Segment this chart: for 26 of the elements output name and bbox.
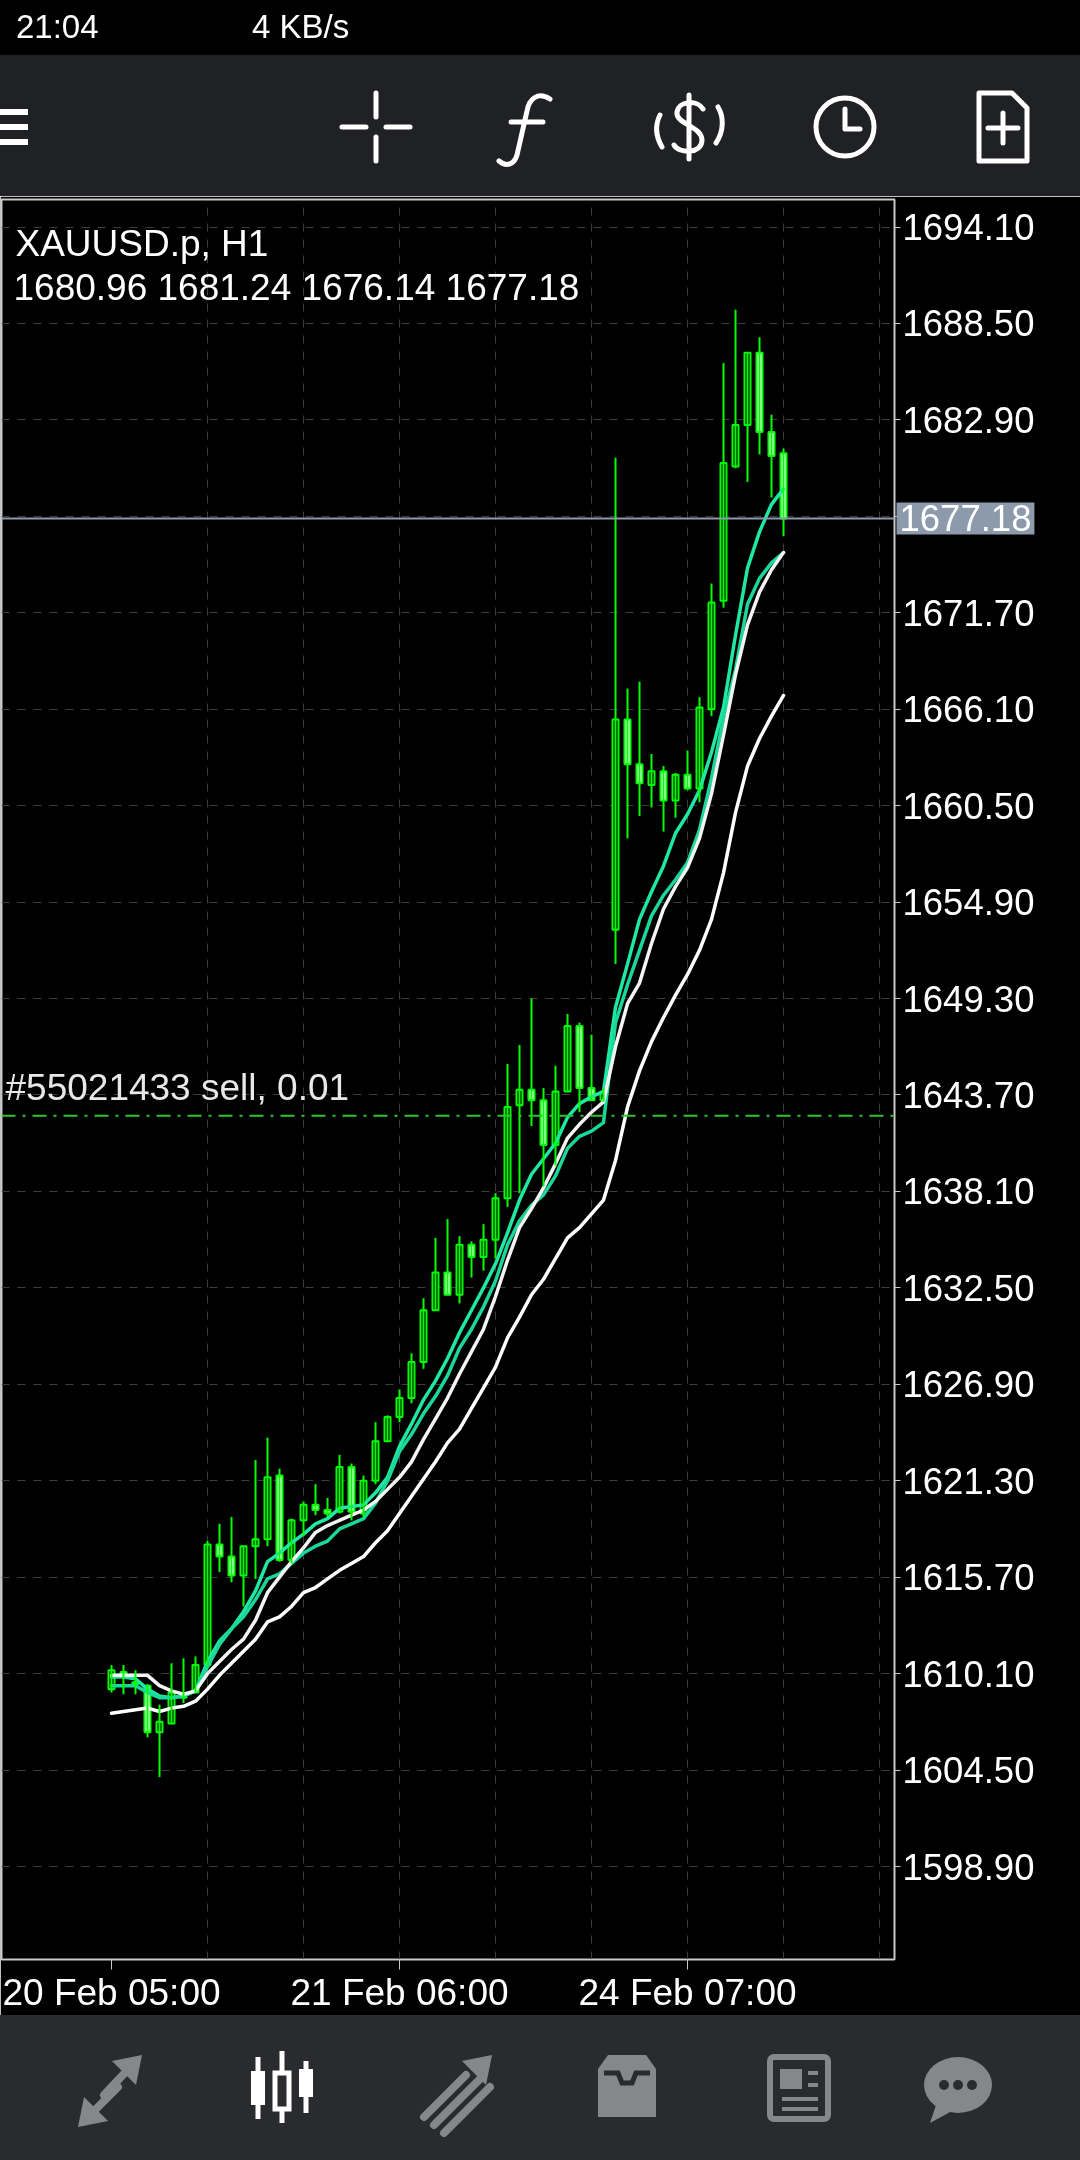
y-tick-label: 1632.50: [902, 1267, 1035, 1309]
y-tick-label: 1660.50: [902, 785, 1035, 827]
y-tick-label: 1598.90: [902, 1846, 1035, 1888]
y-tick-label: 1621.30: [902, 1460, 1035, 1502]
y-tick-label: 1638.10: [902, 1171, 1035, 1213]
y-tick-label: 1671.70: [902, 592, 1035, 634]
x-tick-label: 21 Feb 06:00: [290, 1971, 509, 2013]
y-tick-label: 1666.10: [902, 689, 1035, 731]
text: 1680.96 1681.24 1676.14 1677.18: [13, 267, 580, 308]
text: 4 KB/s: [252, 8, 350, 46]
y-tick-label: 1654.90: [902, 882, 1035, 924]
x-tick-label: 24 Feb 07:00: [578, 1971, 797, 2013]
y-tick-label: 1688.50: [902, 303, 1035, 345]
y-tick-label: 1626.90: [902, 1364, 1035, 1406]
y-tick-label: 1615.70: [902, 1557, 1035, 1599]
x-tick-label: 20 Feb 05:00: [2, 1971, 221, 2013]
y-tick-label: 1610.10: [902, 1653, 1035, 1695]
ref-line-label: 1677.18: [899, 498, 1032, 540]
y-tick-label: 1649.30: [902, 978, 1035, 1020]
ref-line-label: #55021433 sell, 0.01: [5, 1066, 350, 1108]
y-tick-label: 1682.90: [902, 399, 1035, 441]
y-tick-label: 1604.50: [902, 1750, 1035, 1792]
text: 21:04: [16, 8, 99, 46]
y-tick-label: 1694.10: [902, 207, 1035, 249]
text: XAUUSD.p, H1: [15, 223, 269, 264]
y-tick-label: 1643.70: [902, 1075, 1035, 1116]
